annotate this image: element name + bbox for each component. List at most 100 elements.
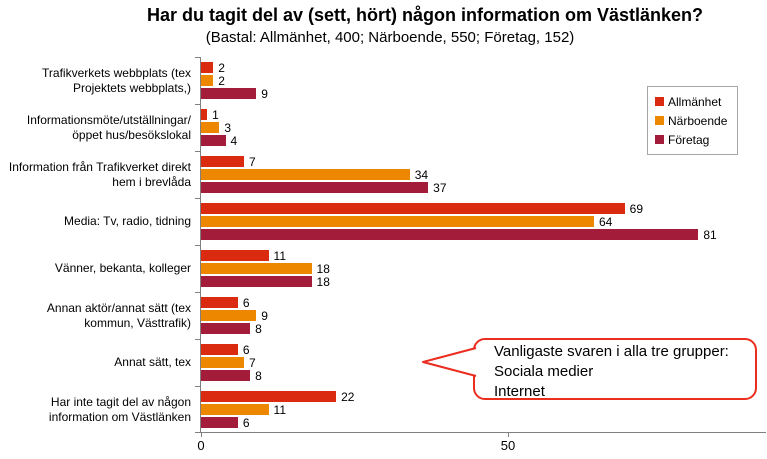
bar-Allmänhet	[201, 344, 238, 355]
bar-group: 69 64 81	[201, 198, 766, 245]
bar-row: 8	[201, 368, 766, 383]
category-label: Annat sätt, tex	[114, 355, 191, 369]
legend-label: Allmänhet	[668, 94, 722, 109]
callout-tail-icon	[422, 347, 477, 377]
y-axis-tick	[195, 292, 201, 293]
bar-row: 64	[201, 214, 766, 229]
category-label: Annan aktör/annat sätt (tex kommun, Väst…	[46, 300, 191, 330]
legend-item: Närboende	[655, 111, 727, 130]
y-axis-tick	[195, 339, 201, 340]
bar-row: 81	[201, 227, 766, 242]
legend-item: Företag	[655, 130, 727, 149]
callout-line: Vanligaste svaren i alla tre grupper:	[494, 343, 729, 360]
bar-Allmänhet	[201, 156, 244, 167]
x-axis-tick-label: 50	[500, 438, 516, 453]
bar-Allmänhet	[201, 391, 337, 402]
plot-groups: 2 2 9 1 3 4 7 34 37 69 64 81 11 18 18 6 9 8 6 7 8 22 11 6	[201, 57, 766, 433]
callout-line: Sociala medier	[494, 363, 594, 380]
plot-area: 2 2 9 1 3 4 7 34 37 69 64 81 11 18 18 6 9 8 6 7 8 22 11 6 0 50	[195, 57, 766, 453]
bar-value-label: 2	[218, 60, 225, 75]
legend-label: Företag	[668, 132, 710, 147]
bar-value-label: 64	[598, 214, 613, 229]
bar-Allmänhet	[201, 297, 238, 308]
chart-title: Har du tagit del av (sett, hört) någon i…	[146, 5, 704, 25]
bar-row: 34	[201, 168, 766, 182]
bar-value-label: 37	[433, 180, 447, 195]
bar-value-label: 11	[273, 248, 286, 263]
category-labels: Trafikverkets webbplats (tex Projektets …	[0, 57, 196, 433]
bar-value-label: 6	[242, 342, 250, 357]
category-label: Information från Trafikverket direkt hem…	[8, 159, 191, 189]
bar-group: 7 34 37	[201, 151, 766, 198]
y-axis-tick	[195, 245, 201, 246]
chart-subtitle: (Bastal: Allmänhet, 400; Närboende, 550;…	[205, 29, 575, 46]
bar-Närboende	[201, 310, 257, 321]
bar-row: 11	[201, 248, 766, 263]
y-axis-tick	[195, 386, 201, 387]
category-label: Har inte tagit del av någon information …	[48, 394, 191, 424]
bar-Närboende	[201, 122, 220, 133]
bar-Närboende	[201, 75, 214, 86]
bar-Företag	[201, 88, 257, 99]
bar-value-label: 1	[212, 107, 219, 122]
bar-row: 4	[201, 133, 766, 148]
bar-Allmänhet	[201, 62, 214, 73]
callout: Vanligaste svaren i alla tre grupper: So…	[422, 338, 757, 400]
bar-Närboende	[201, 216, 594, 227]
bar-Företag	[201, 323, 251, 334]
bar-value-label: 2	[218, 73, 225, 88]
bar-value-label: 8	[255, 368, 262, 383]
bar-value-label: 7	[248, 154, 256, 169]
bar-Närboende	[201, 169, 410, 180]
bar-Företag	[201, 182, 429, 193]
bar-value-label: 3	[224, 120, 232, 135]
bar-row: 9	[201, 308, 766, 323]
legend-swatch	[655, 97, 664, 106]
bar-value-label: 18	[316, 274, 330, 289]
bar-row: 6	[201, 416, 766, 430]
bar-Närboende	[201, 263, 312, 274]
bar-value-label: 8	[255, 321, 262, 336]
y-axis-tick	[195, 432, 201, 433]
bar-row: 7	[201, 154, 766, 169]
bar-row: 18	[201, 261, 766, 276]
legend-swatch	[655, 116, 664, 125]
bar-Företag	[201, 135, 226, 146]
bar-Företag	[201, 276, 312, 287]
bar-row: 37	[201, 180, 766, 195]
bar-value-label: 9	[261, 308, 268, 323]
x-axis-tick-label: 0	[197, 438, 205, 453]
bar-value-label: 7	[248, 355, 256, 370]
bar-value-label: 69	[629, 201, 644, 216]
bar-Företag	[201, 417, 238, 428]
bar-row: 11	[201, 402, 766, 417]
bar-row: 18	[201, 274, 766, 289]
legend-label: Närboende	[668, 113, 728, 128]
bar-group: 22 11 6	[201, 386, 766, 433]
bar-Närboende	[201, 404, 269, 415]
bar-value-label: 4	[230, 133, 238, 148]
bar-value-label: 11	[273, 402, 286, 417]
callout-line: Internet	[494, 383, 545, 400]
bar-value-label: 81	[703, 227, 717, 242]
legend-item: Allmänhet	[655, 92, 727, 111]
y-axis-tick	[195, 104, 201, 105]
category-label: Media: Tv, radio, tidning	[64, 214, 191, 228]
category-label: Vänner, bekanta, kolleger	[54, 261, 191, 275]
y-axis-tick	[195, 57, 201, 58]
bar-row: 8	[201, 321, 766, 336]
bar-value-label: 18	[316, 261, 330, 276]
bar-Företag	[201, 229, 699, 240]
bar-row: 2	[201, 60, 766, 75]
bar-value-label: 22	[341, 389, 355, 404]
bar-group: 11 18 18	[201, 245, 766, 292]
bar-row: 2	[201, 73, 766, 88]
x-axis-tick	[508, 432, 509, 437]
category-label: Informationsmöte/utställningar/ öppet hu…	[26, 112, 191, 142]
bar-row: 1	[201, 107, 766, 122]
y-axis-tick	[195, 151, 201, 152]
